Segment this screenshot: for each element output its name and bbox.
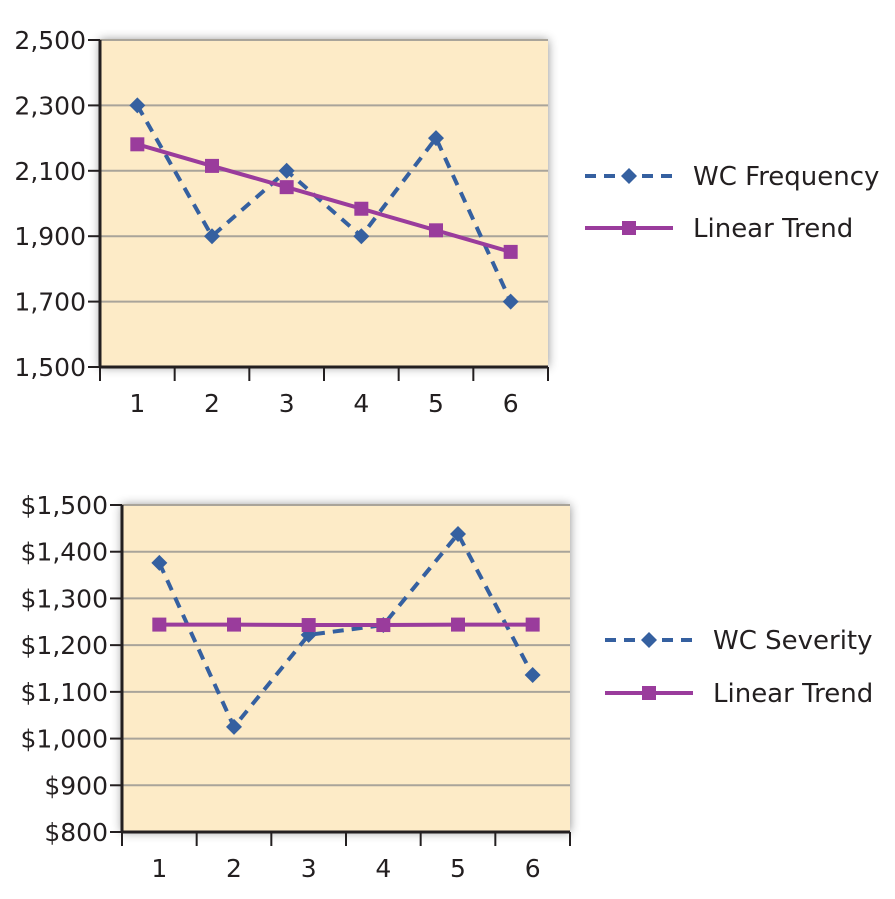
x-tick-label: 2 — [226, 854, 242, 883]
x-tick-label: 3 — [301, 854, 317, 883]
data-point-square — [354, 202, 368, 216]
data-point-square — [429, 223, 443, 237]
data-point-square — [227, 618, 241, 632]
x-tick-label: 2 — [204, 389, 220, 418]
y-tick-label: 1,700 — [14, 288, 86, 317]
y-tick-label: $800 — [44, 818, 108, 847]
data-point-square — [526, 618, 540, 632]
wc-frequency-chart: 1,500 1,700 1,900 2,100 2,300 2,500 1 2 3 4 5 6 WC F… — [14, 26, 879, 418]
plot-area — [122, 505, 570, 832]
data-point-square — [280, 180, 294, 194]
y-tick-label: 2,500 — [14, 26, 86, 55]
x-tick-label: 5 — [428, 389, 444, 418]
wc-severity-chart: $800 $900 $1,000 $1,100 $1,200 $1,300 $1,400 $1… — [21, 491, 874, 883]
y-tick-label: $1,100 — [21, 678, 108, 707]
legend-marker-diamond — [641, 632, 657, 648]
x-tick-label: 3 — [279, 389, 295, 418]
x-tick-label: 4 — [375, 854, 391, 883]
data-point-square — [205, 159, 219, 173]
data-point-square — [302, 618, 316, 632]
y-tick-label: $1,400 — [21, 538, 108, 567]
y-tick-label: $1,500 — [21, 491, 108, 520]
y-tick-label: $1,200 — [21, 631, 108, 660]
x-tick-label: 1 — [151, 854, 167, 883]
y-tick-label: 1,900 — [14, 222, 86, 251]
y-tick-label: $1,300 — [21, 584, 108, 613]
x-tick-label: 6 — [525, 854, 541, 883]
y-tick-label: 1,500 — [14, 353, 86, 382]
data-point-square — [130, 137, 144, 151]
x-tick-label: 4 — [353, 389, 369, 418]
legend-label: Linear Trend — [693, 214, 853, 244]
data-point-square — [152, 618, 166, 632]
legend-marker-diamond — [621, 168, 637, 184]
x-tick-label: 6 — [503, 389, 519, 418]
y-tick-label: 2,100 — [14, 157, 86, 186]
data-point-square — [376, 618, 390, 632]
y-tick-label: $900 — [44, 771, 108, 800]
plot-area — [100, 40, 548, 367]
legend-marker-square — [622, 221, 636, 235]
x-tick-label: 5 — [450, 854, 466, 883]
data-point-square — [451, 618, 465, 632]
legend-marker-square — [642, 686, 656, 700]
y-tick-label: $1,000 — [21, 725, 108, 754]
data-point-square — [504, 245, 518, 259]
x-tick-label: 1 — [129, 389, 145, 418]
legend-label: WC Severity — [713, 626, 873, 656]
legend-label: Linear Trend — [713, 679, 873, 709]
legend-label: WC Frequency — [693, 162, 879, 192]
y-tick-label: 2,300 — [14, 91, 86, 120]
